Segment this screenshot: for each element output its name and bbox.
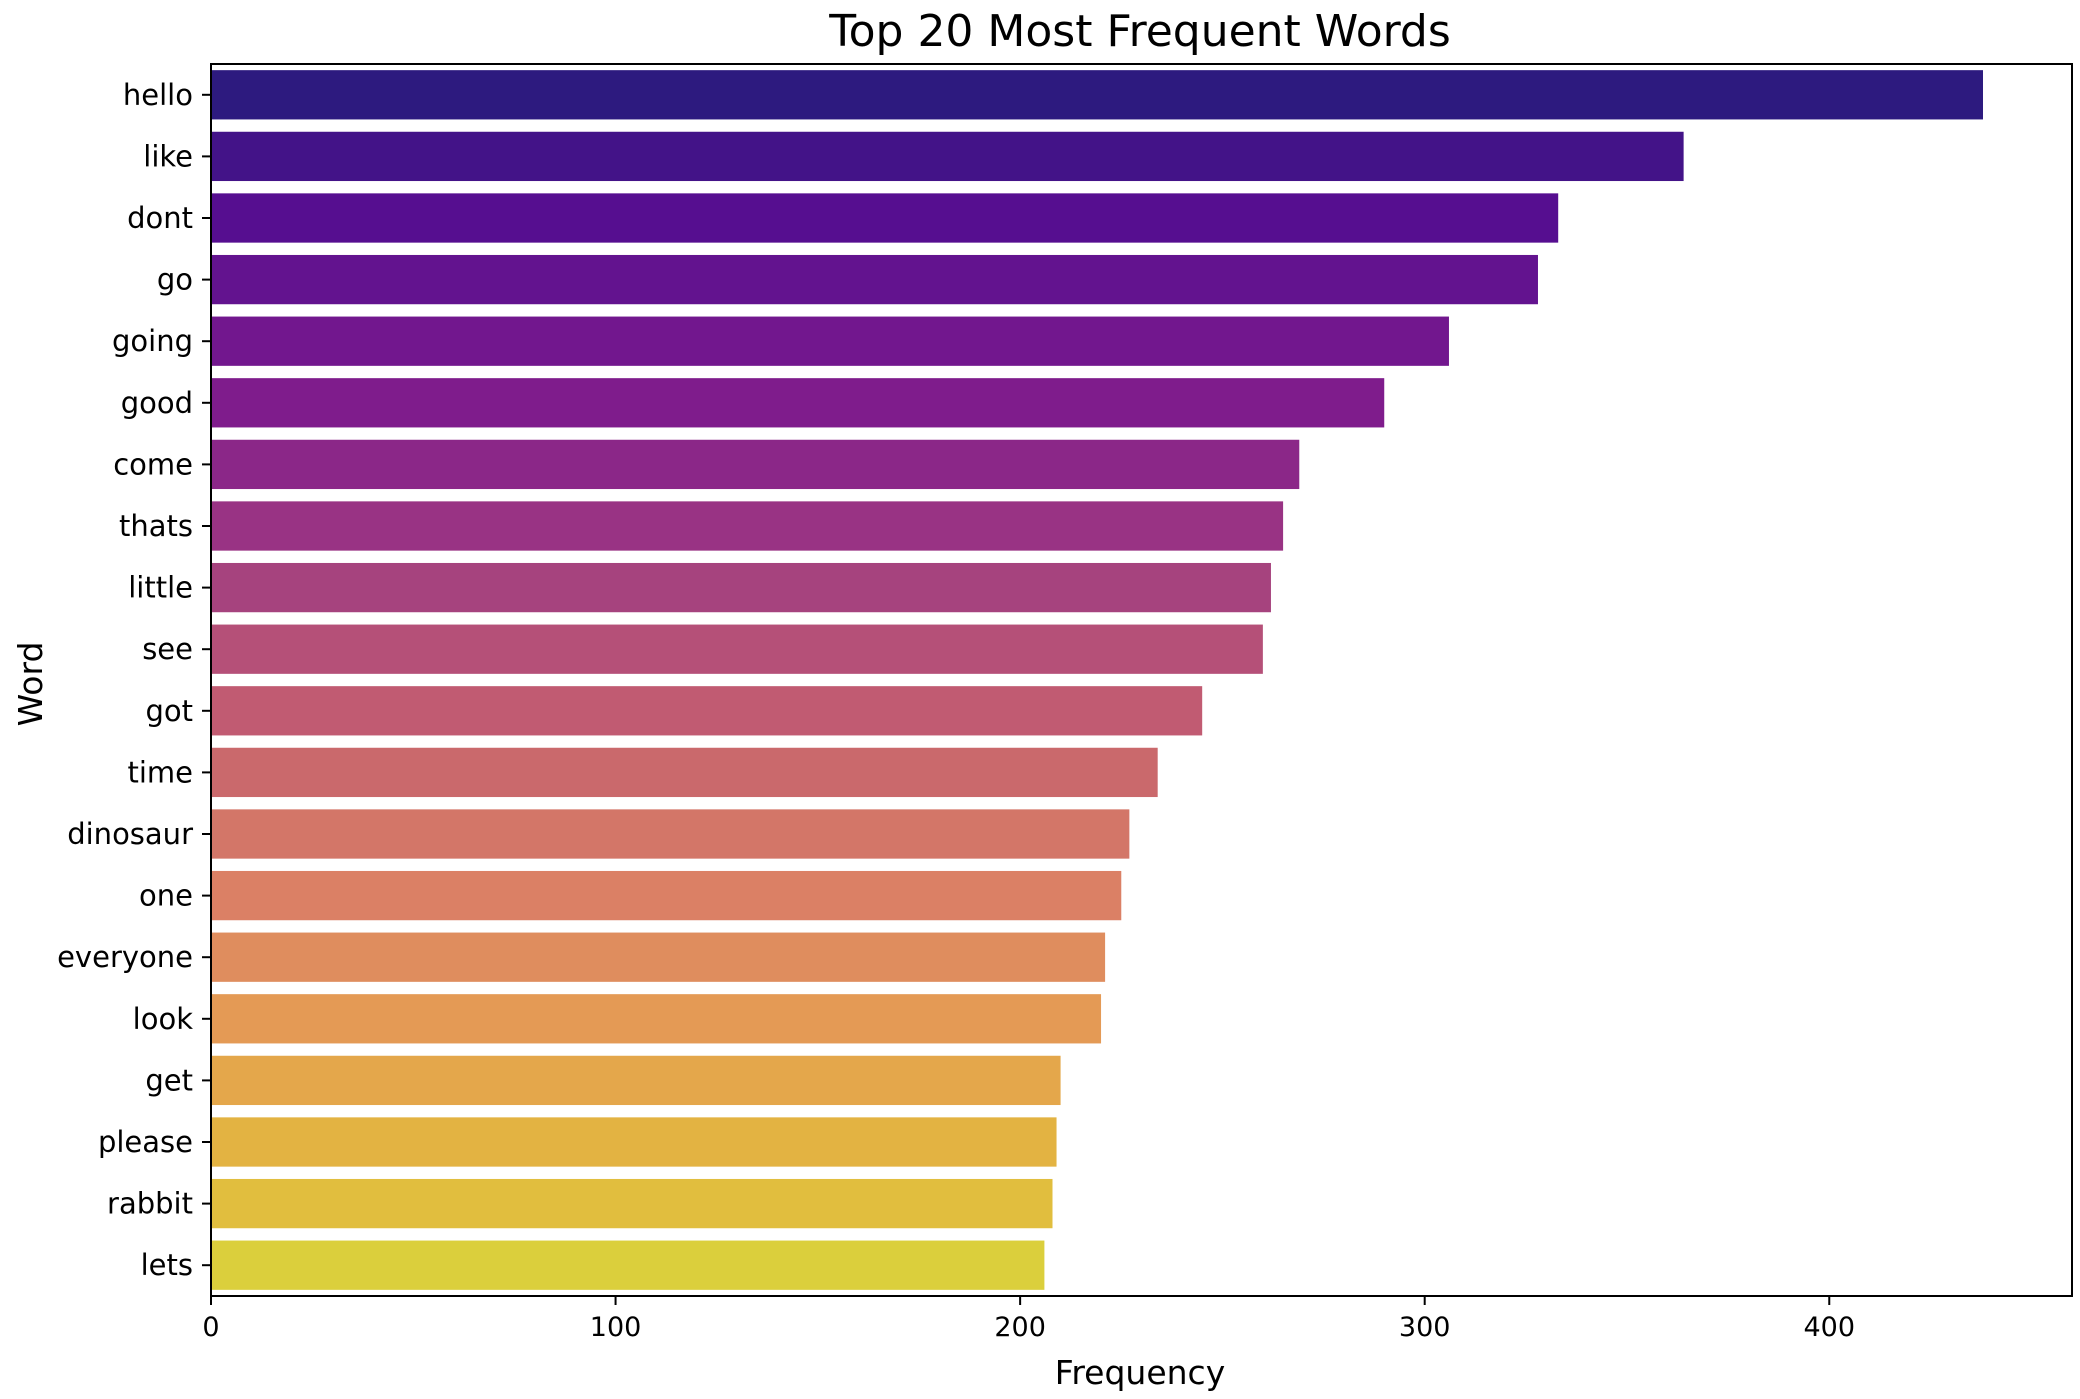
y-tick-label: see — [142, 632, 193, 666]
bar-please — [211, 1117, 1057, 1167]
bar-little — [211, 562, 1271, 613]
x-tick-label: 0 — [202, 1312, 219, 1343]
y-tick-label: like — [143, 139, 193, 173]
bar-going — [211, 316, 1449, 366]
bar-get — [211, 1055, 1061, 1106]
bar-like — [211, 131, 1684, 182]
bar-come — [211, 439, 1300, 490]
bar-everyone — [211, 932, 1106, 982]
bar-thats — [211, 501, 1284, 551]
bar-good — [211, 378, 1385, 428]
y-tick-label: little — [128, 571, 193, 605]
plot-frame — [210, 63, 2073, 1297]
bar-go — [211, 254, 1538, 305]
bar-see — [211, 624, 1263, 674]
y-tick-label: everyone — [57, 940, 193, 974]
y-tick-label: one — [139, 879, 193, 913]
bar-hello — [211, 70, 1983, 120]
y-tick-label: going — [112, 324, 193, 358]
y-tick-label: dont — [127, 201, 193, 235]
y-tick-label: time — [127, 755, 193, 789]
y-tick-label: good — [121, 386, 193, 420]
x-tick-label: 400 — [1803, 1312, 1855, 1343]
y-tick-label: got — [145, 694, 193, 728]
bar-rabbit — [211, 1178, 1053, 1229]
x-axis-ticks: 0 100 200 300 400 — [202, 1296, 1855, 1343]
x-tick-label: 200 — [994, 1312, 1046, 1343]
y-tick-label: thats — [119, 509, 193, 543]
bar-time — [211, 747, 1158, 798]
x-tick-label: 300 — [1399, 1312, 1451, 1343]
bar-dinosaur — [211, 809, 1130, 859]
bar-look — [211, 994, 1102, 1044]
y-tick-label: lets — [141, 1248, 193, 1282]
bar-one — [211, 870, 1122, 921]
bar-dont — [211, 193, 1559, 243]
y-tick-label: rabbit — [107, 1187, 193, 1221]
bar-lets — [211, 1240, 1045, 1290]
x-axis-label: Frequency — [1055, 1353, 1225, 1392]
y-tick-label: go — [157, 263, 193, 297]
y-tick-label: get — [145, 1063, 193, 1097]
y-tick-label: look — [133, 1002, 194, 1036]
bar-got — [211, 686, 1203, 736]
y-axis-ticks: hello like dont go going good come thats little s… — [57, 78, 211, 1282]
y-tick-label: dinosaur — [67, 817, 193, 851]
y-axis-label: Word — [11, 642, 50, 727]
y-tick-label: come — [113, 447, 193, 481]
y-tick-label: please — [98, 1125, 193, 1159]
chart-title: Top 20 Most Frequent Words — [828, 6, 1451, 57]
bars-group — [211, 70, 1983, 1290]
y-tick-label: hello — [123, 78, 193, 112]
x-tick-label: 100 — [590, 1312, 642, 1343]
